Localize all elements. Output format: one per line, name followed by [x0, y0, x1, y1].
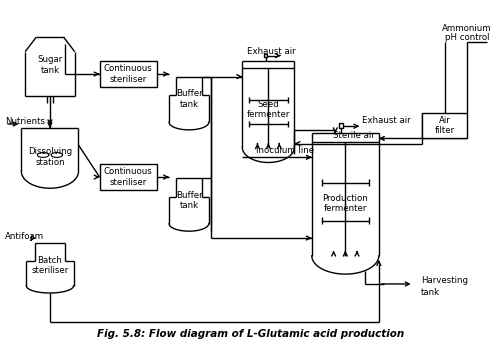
Text: Air
filter: Air filter: [434, 116, 454, 135]
Text: tank: tank: [420, 288, 439, 297]
Text: pH control: pH control: [444, 32, 488, 42]
Bar: [421, 113, 466, 139]
Text: Ammonium: Ammonium: [441, 24, 491, 33]
Text: Continuous
steriliser: Continuous steriliser: [104, 168, 152, 187]
Text: Seed
fermenter: Seed fermenter: [246, 100, 290, 119]
Text: Dissolving
station: Dissolving station: [28, 147, 72, 167]
Text: Exhaust air: Exhaust air: [246, 46, 295, 55]
Text: Buffer
tank: Buffer tank: [175, 89, 202, 109]
Text: Fig. 5.8: Flow diagram of L-Glutamic acid production: Fig. 5.8: Flow diagram of L-Glutamic aci…: [97, 329, 404, 339]
Text: Batch
steriliser: Batch steriliser: [31, 256, 69, 275]
Text: Inoculum line: Inoculum line: [256, 146, 314, 155]
Text: Antifoam: Antifoam: [5, 232, 44, 241]
Text: Buffer
tank: Buffer tank: [175, 191, 202, 210]
Text: Nutrients: Nutrients: [5, 117, 45, 126]
Text: Harvesting: Harvesting: [420, 276, 467, 285]
Text: Exhaust air: Exhaust air: [361, 116, 410, 125]
Bar: [99, 61, 156, 87]
Text: Production
fermenter: Production fermenter: [322, 194, 367, 213]
Text: Sterile air: Sterile air: [332, 131, 374, 140]
Bar: [99, 164, 156, 190]
Bar: [339, 124, 343, 128]
Text: Sugar
tank: Sugar tank: [37, 55, 63, 75]
Bar: [264, 53, 267, 57]
Text: Continuous
steriliser: Continuous steriliser: [104, 64, 152, 84]
